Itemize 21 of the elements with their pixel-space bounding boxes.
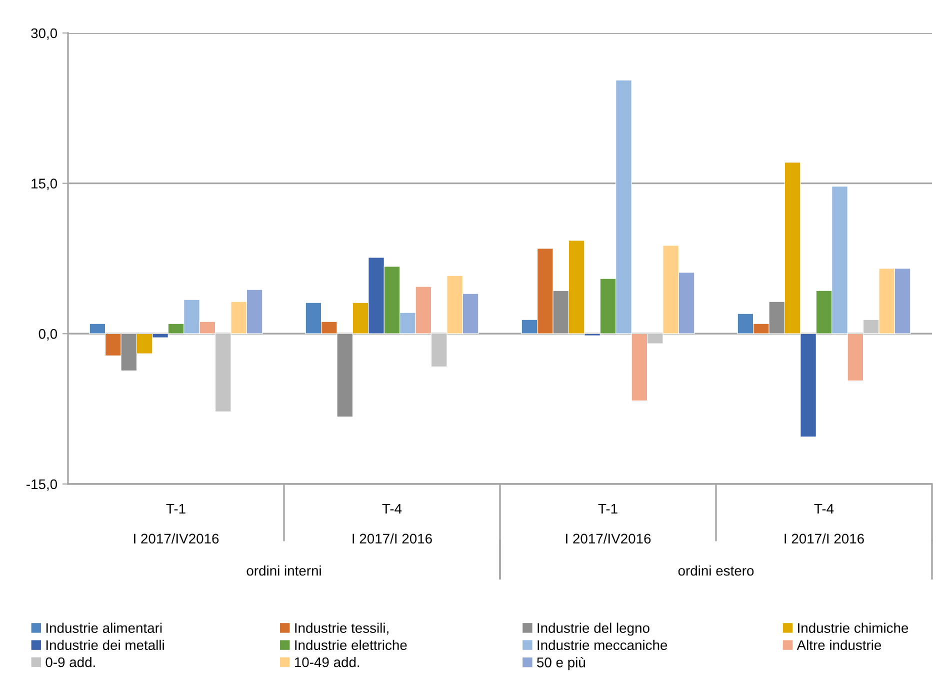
text: ordini interni (246, 565, 321, 576)
legend-label: Industrie alimentari (46, 622, 162, 633)
legend-label: 0-9 add. (46, 656, 95, 668)
legend-label: 10-49 add. (294, 656, 360, 668)
legend-label: Industrie tessili, (295, 622, 388, 635)
legend-label: 50 e più (537, 656, 586, 670)
legend-label: Industrie chimiche (798, 622, 908, 633)
category-label: T-1 I 2017/IV2016 (566, 504, 651, 544)
y-tick-label: 15,0 (32, 178, 58, 190)
legend-label: Industrie del legno (538, 622, 650, 636)
category-label: T-4 I 2017/I 2016 (784, 504, 864, 544)
y-tick-label: -15,0 (26, 479, 58, 491)
category-label: T-4 I 2017/I 2016 (352, 504, 432, 544)
category-label: T-1 I 2017/IV2016 (134, 504, 219, 544)
legend-label: Industrie elettriche (295, 640, 407, 650)
legend-label: Industrie meccaniche (538, 640, 668, 650)
legend-label: Industrie dei metalli (46, 640, 164, 650)
y-tick-label: 30,0 (31, 28, 58, 40)
legend-label: Altre industrie (796, 640, 882, 650)
y-tick-label: 0,0 (38, 329, 58, 340)
text: ordini estero (678, 565, 754, 576)
